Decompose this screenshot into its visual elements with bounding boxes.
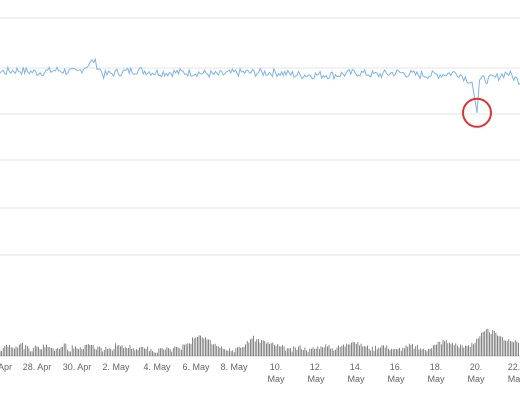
x-tick-label-line2: May: [467, 374, 485, 384]
x-tick-label: 14.: [350, 362, 363, 372]
series-group: [0, 57, 520, 113]
x-tick-label: 8. May: [220, 362, 248, 372]
x-tick-label: 18.: [430, 362, 443, 372]
x-tick-label: Apr: [0, 362, 12, 372]
navigator: [0, 328, 520, 357]
x-tick-label: 10.: [270, 362, 283, 372]
x-tick-label: 20.: [470, 362, 483, 372]
x-tick-label: 16.: [390, 362, 403, 372]
x-tick-label: 28. Apr: [23, 362, 52, 372]
highlight-circle: [462, 97, 492, 128]
x-tick-label: 4. May: [143, 362, 171, 372]
grid-lines: [0, 17, 520, 256]
x-tick-label-line2: May: [267, 374, 285, 384]
series-line: [0, 57, 520, 113]
x-tick-label-line2: May: [427, 374, 445, 384]
x-tick-label-line2: May: [387, 374, 405, 384]
x-tick-label: 2. May: [102, 362, 130, 372]
x-tick-label-line2: Ma: [508, 374, 520, 384]
x-axis-ticks: Apr 28. Apr 30. Apr 2. May 4. May 6. May 8. Ma…: [0, 362, 520, 384]
x-tick-label-line2: May: [307, 374, 325, 384]
highlight-group: [462, 97, 492, 128]
x-tick-label-line2: May: [347, 374, 365, 384]
x-tick-label: 6. May: [182, 362, 210, 372]
x-tick-label: 30. Apr: [63, 362, 92, 372]
x-tick-label: 12.: [310, 362, 323, 372]
x-tick-label: 22.: [508, 362, 520, 372]
